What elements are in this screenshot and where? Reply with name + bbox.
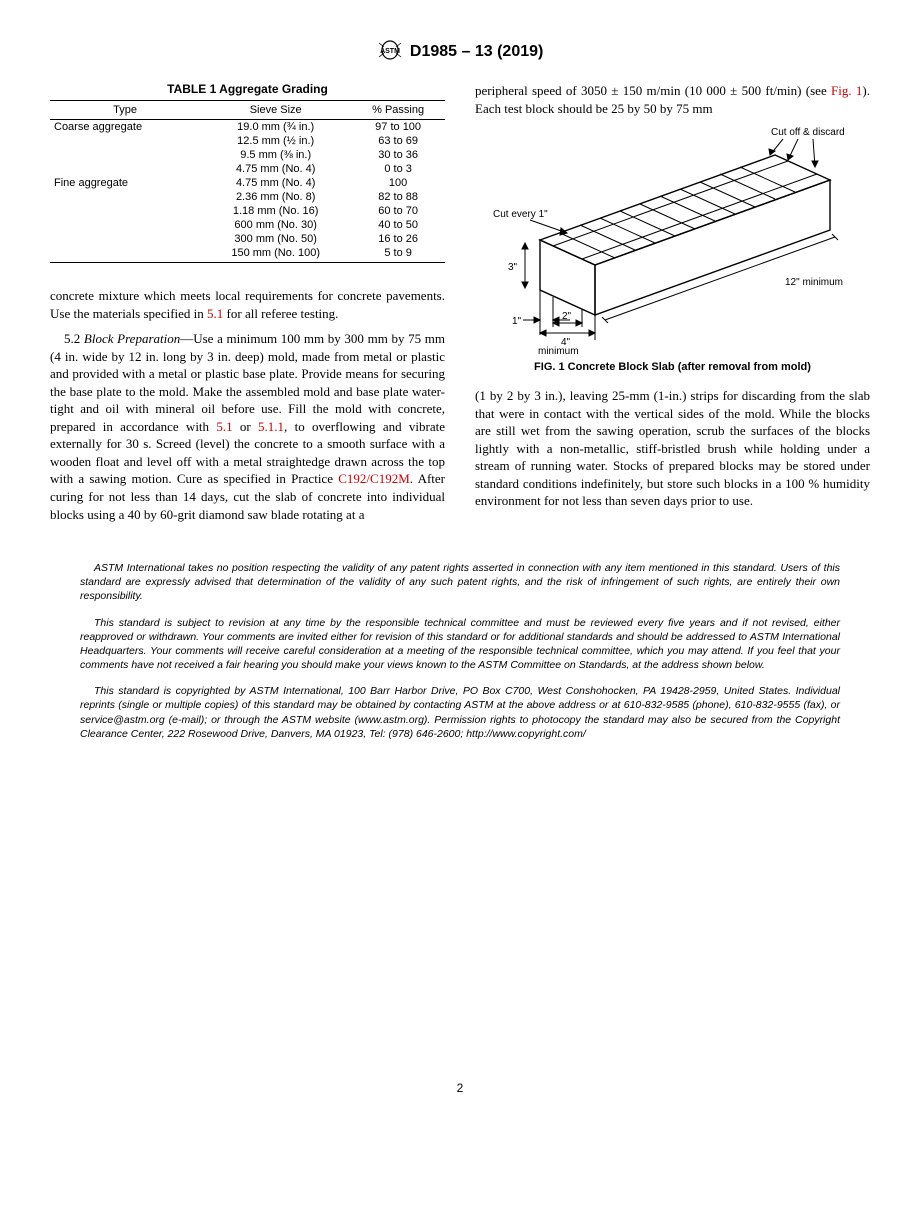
practice-ref: C192/C192M — [338, 471, 410, 486]
table-cell — [50, 162, 200, 176]
table-cell: 63 to 69 — [351, 134, 445, 148]
table-cell: 60 to 70 — [351, 204, 445, 218]
section-ref: 5.1 — [207, 306, 223, 321]
table-cell: 600 mm (No. 30) — [200, 218, 351, 232]
table-cell: 12.5 mm (½ in.) — [200, 134, 351, 148]
table-cell — [50, 134, 200, 148]
standard-designation: D1985 – 13 (2019) — [410, 43, 543, 61]
table-cell: 4.75 mm (No. 4) — [200, 176, 351, 190]
table-cell: 97 to 100 — [351, 120, 445, 135]
footer-paragraph: This standard is subject to revision at … — [80, 616, 840, 673]
fig-label: Cut off & discard — [771, 127, 845, 138]
table-cell: 19.0 mm (¾ in.) — [200, 120, 351, 135]
table-cell: 30 to 36 — [351, 148, 445, 162]
paragraph: concrete mixture which meets local requi… — [50, 287, 445, 322]
table-header: % Passing — [351, 101, 445, 120]
table-row: 150 mm (No. 100)5 to 9 — [50, 246, 445, 263]
table-cell: 100 — [351, 176, 445, 190]
astm-logo-icon: ASTM — [377, 40, 403, 64]
fig-label: Cut every 1" — [493, 209, 548, 220]
table-row: 9.5 mm (⅜ in.)30 to 36 — [50, 148, 445, 162]
fig-label: 1" — [512, 316, 522, 327]
table-cell: 1.18 mm (No. 16) — [200, 204, 351, 218]
footer-paragraph: ASTM International takes no position res… — [80, 561, 840, 604]
table-cell: 150 mm (No. 100) — [200, 246, 351, 263]
fig-label: 12" minimum — [785, 277, 843, 288]
fig-label: 3" — [508, 262, 518, 273]
table-header: Sieve Size — [200, 101, 351, 120]
footer-notes: ASTM International takes no position res… — [50, 561, 870, 741]
concrete-block-figure: Cut off & discard Cut every 1" 12" minim… — [475, 125, 870, 355]
table-cell — [50, 148, 200, 162]
table-cell: Coarse aggregate — [50, 120, 200, 135]
table-cell: 0 to 3 — [351, 162, 445, 176]
table-cell: 9.5 mm (⅜ in.) — [200, 148, 351, 162]
fig-label: 2" — [562, 311, 572, 322]
table-row: 600 mm (No. 30)40 to 50 — [50, 218, 445, 232]
paragraph: (1 by 2 by 3 in.), leaving 25-mm (1-in.)… — [475, 387, 870, 510]
table-title: TABLE 1 Aggregate Grading — [50, 82, 445, 96]
left-column: TABLE 1 Aggregate Grading Type Sieve Siz… — [50, 82, 445, 531]
table-header: Type — [50, 101, 200, 120]
right-column: peripheral speed of 3050 ± 150 m/min (10… — [475, 82, 870, 531]
footer-paragraph: This standard is copyrighted by ASTM Int… — [80, 684, 840, 741]
section-ref: 5.1.1 — [258, 419, 284, 434]
table-cell: 16 to 26 — [351, 232, 445, 246]
table-cell: 300 mm (No. 50) — [200, 232, 351, 246]
table-cell: Fine aggregate — [50, 176, 200, 190]
paragraph: 5.2 Block Preparation—Use a minimum 100 … — [50, 330, 445, 523]
aggregate-grading-table: Type Sieve Size % Passing Coarse aggrega… — [50, 100, 445, 263]
table-row: 1.18 mm (No. 16)60 to 70 — [50, 204, 445, 218]
table-row: 300 mm (No. 50)16 to 26 — [50, 232, 445, 246]
table-row: Fine aggregate4.75 mm (No. 4)100 — [50, 176, 445, 190]
table-cell — [50, 204, 200, 218]
table-cell: 82 to 88 — [351, 190, 445, 204]
table-cell: 5 to 9 — [351, 246, 445, 263]
table-cell — [50, 246, 200, 263]
paragraph: peripheral speed of 3050 ± 150 m/min (10… — [475, 82, 870, 117]
table-row: 2.36 mm (No. 8)82 to 88 — [50, 190, 445, 204]
fig-label: minimum — [538, 346, 579, 355]
page-header: ASTM D1985 – 13 (2019) — [50, 40, 870, 64]
table-cell — [50, 232, 200, 246]
table-cell: 4.75 mm (No. 4) — [200, 162, 351, 176]
page-number: 2 — [50, 1081, 870, 1095]
section-ref: 5.1 — [216, 419, 232, 434]
table-row: Coarse aggregate19.0 mm (¾ in.)97 to 100 — [50, 120, 445, 135]
table-row: 4.75 mm (No. 4)0 to 3 — [50, 162, 445, 176]
table-row: 12.5 mm (½ in.)63 to 69 — [50, 134, 445, 148]
figure-caption: FIG. 1 Concrete Block Slab (after remova… — [475, 361, 870, 373]
table-cell: 2.36 mm (No. 8) — [200, 190, 351, 204]
table-cell: 40 to 50 — [351, 218, 445, 232]
figure-ref: Fig. 1 — [831, 83, 862, 98]
table-cell — [50, 218, 200, 232]
table-cell — [50, 190, 200, 204]
